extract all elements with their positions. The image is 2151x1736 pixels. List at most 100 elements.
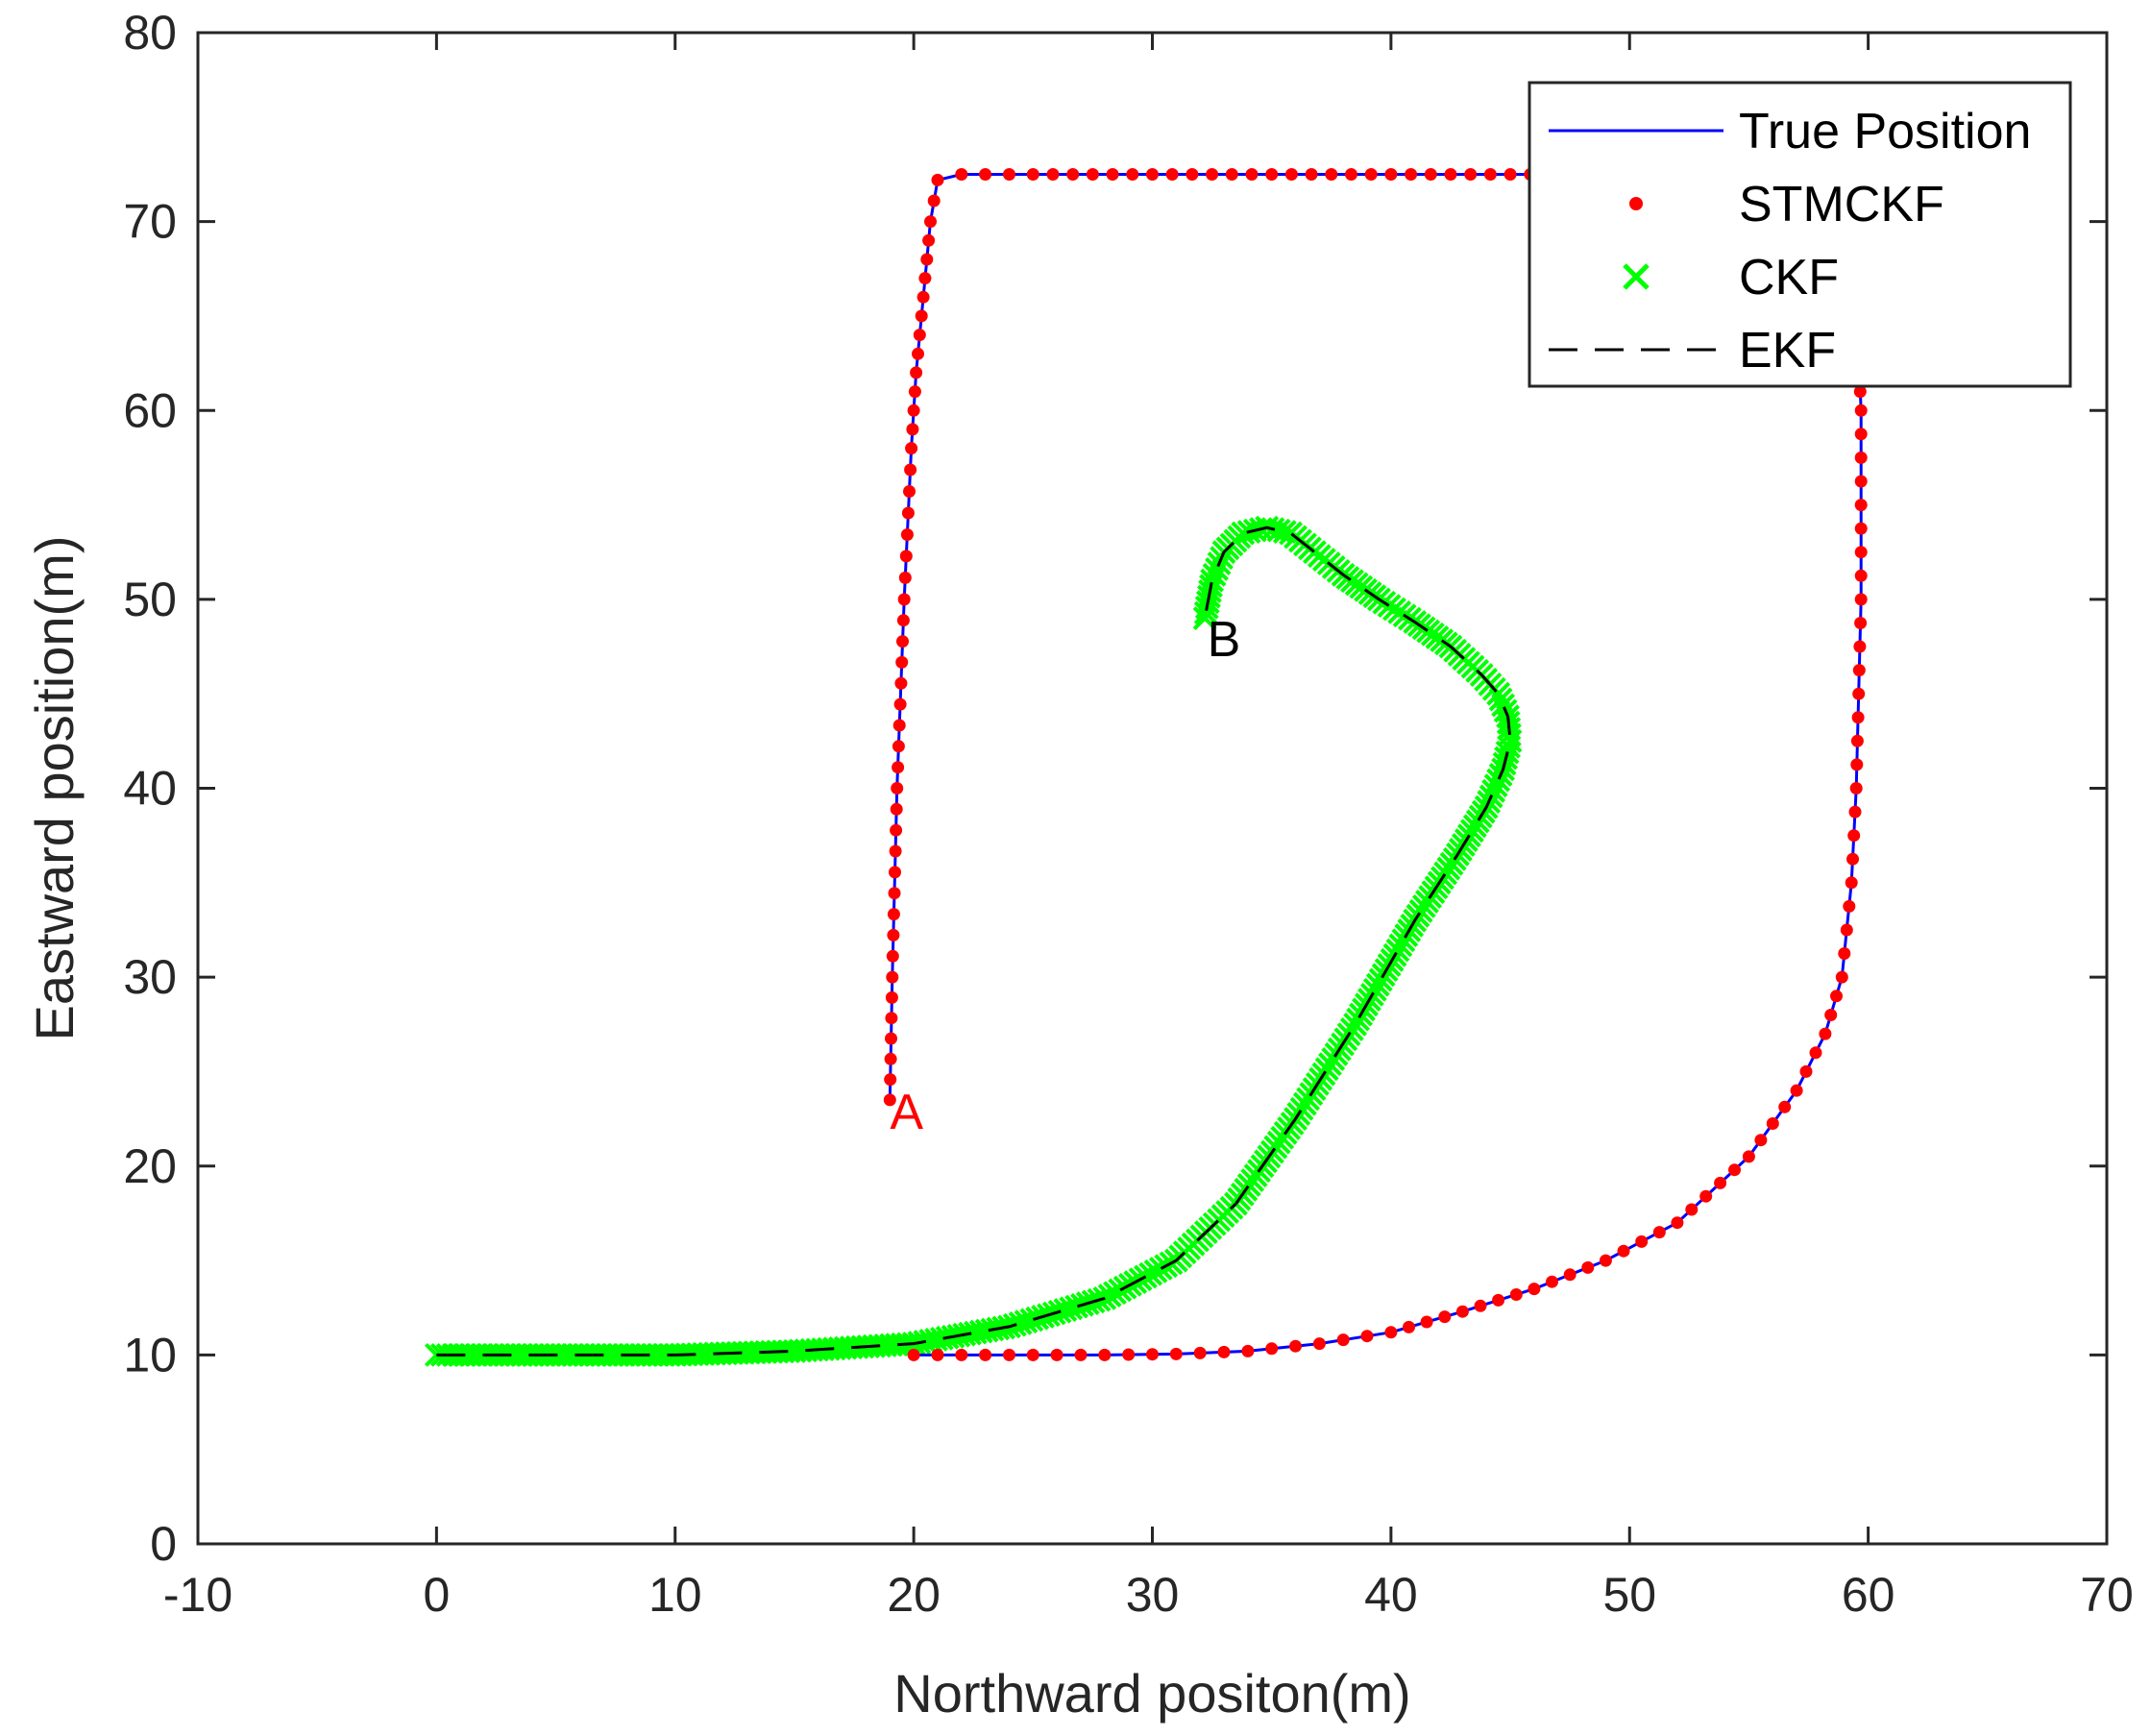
series-point	[1364, 168, 1378, 181]
series-point	[1192, 606, 1217, 630]
series-point	[1852, 664, 1866, 677]
series-point	[1165, 168, 1179, 181]
series-point	[1424, 168, 1437, 181]
series-point	[1217, 1345, 1231, 1358]
series-point	[1849, 782, 1863, 795]
series-point	[1345, 168, 1357, 181]
series-point	[606, 1342, 631, 1367]
series-point	[931, 1348, 944, 1361]
series-point	[890, 823, 903, 837]
series-point	[922, 233, 936, 247]
series-point	[886, 970, 899, 984]
series-point	[1206, 168, 1219, 181]
series-point	[1528, 1283, 1541, 1296]
x-tick-label: 10	[648, 1568, 702, 1622]
series-point	[1046, 168, 1060, 181]
series-point	[1854, 546, 1868, 559]
series-point	[892, 761, 905, 774]
annotation-b: B	[1208, 612, 1241, 668]
series-point	[913, 329, 926, 342]
legend-entry: STMCKF	[1629, 177, 1944, 232]
series-point	[1336, 1333, 1350, 1347]
y-tick-label: 40	[123, 762, 177, 816]
y-tick-label: 10	[123, 1328, 177, 1381]
legend-entry: True Position	[1549, 104, 2031, 159]
series-point	[595, 1342, 620, 1367]
series-point	[1185, 168, 1199, 181]
legend: True Position STMCKF CKF EKF	[1528, 81, 2072, 388]
series-point	[1850, 758, 1864, 771]
series-point	[885, 1032, 897, 1045]
series-stmckf	[883, 168, 1868, 1361]
series-point	[1003, 1348, 1015, 1361]
series-point	[646, 1342, 671, 1367]
series-point	[1464, 168, 1478, 181]
series-point	[1403, 1320, 1415, 1333]
series-point	[515, 1342, 540, 1367]
series-point	[903, 485, 916, 498]
series-point	[640, 1342, 665, 1367]
series-point	[1509, 1288, 1523, 1301]
series-point	[918, 272, 932, 285]
annotations: AB	[890, 612, 1240, 1140]
y-tick-label: 20	[123, 1139, 177, 1193]
series-point	[1845, 876, 1858, 890]
series-point	[1790, 1084, 1803, 1097]
series-point	[1838, 947, 1851, 960]
series-point	[1405, 168, 1418, 181]
series-point	[907, 1348, 920, 1361]
x-tick-label: -10	[163, 1568, 232, 1622]
series-point	[600, 1342, 625, 1367]
series-point	[554, 1342, 579, 1367]
legend-box	[1528, 81, 2072, 388]
series-point	[560, 1342, 585, 1367]
series-point	[1066, 168, 1080, 181]
series-point	[1546, 1275, 1558, 1288]
series-point	[1312, 1337, 1326, 1351]
series-point	[1026, 1348, 1039, 1361]
series-point	[1420, 1315, 1433, 1329]
series-point	[1778, 1100, 1792, 1113]
series-point	[884, 1073, 897, 1087]
series-point	[1846, 852, 1859, 866]
series-point	[1840, 923, 1853, 937]
x-tick-label: 60	[1842, 1568, 1895, 1622]
series-point	[1444, 168, 1457, 181]
series-point	[1766, 1117, 1779, 1130]
legend-swatch	[1629, 197, 1643, 210]
series-point	[424, 1342, 449, 1367]
x-tick-label: 30	[1126, 1568, 1180, 1622]
series-line	[436, 526, 1512, 1357]
series-point	[905, 442, 918, 455]
series-point	[509, 1342, 534, 1367]
series-point	[1799, 1064, 1813, 1078]
series-point	[1265, 168, 1279, 181]
series-point	[1284, 168, 1298, 181]
series-point	[1854, 475, 1868, 488]
series-point	[888, 887, 901, 900]
series-point	[1809, 1046, 1822, 1060]
series-point	[1854, 522, 1868, 535]
series-point	[931, 173, 944, 186]
series-point	[1635, 1235, 1649, 1248]
series-point	[1503, 168, 1517, 181]
series-point	[1847, 829, 1861, 843]
series-point	[1854, 593, 1868, 606]
y-tick-label: 60	[123, 383, 177, 437]
series-point	[1563, 1268, 1577, 1282]
y-tick-label: 50	[123, 573, 177, 626]
series-point	[894, 676, 908, 690]
x-tick-label: 70	[2080, 1568, 2134, 1622]
series-point	[896, 614, 910, 627]
x-tick-label: 0	[423, 1568, 450, 1622]
series-point	[1754, 1134, 1768, 1147]
series-ekf	[436, 526, 1512, 1357]
series-point	[464, 1342, 489, 1367]
series-point	[1742, 1150, 1755, 1163]
annotation-a: A	[890, 1085, 923, 1140]
series-point	[890, 802, 903, 816]
series-point	[924, 215, 937, 229]
series-point	[908, 385, 921, 399]
series-point	[891, 782, 904, 795]
